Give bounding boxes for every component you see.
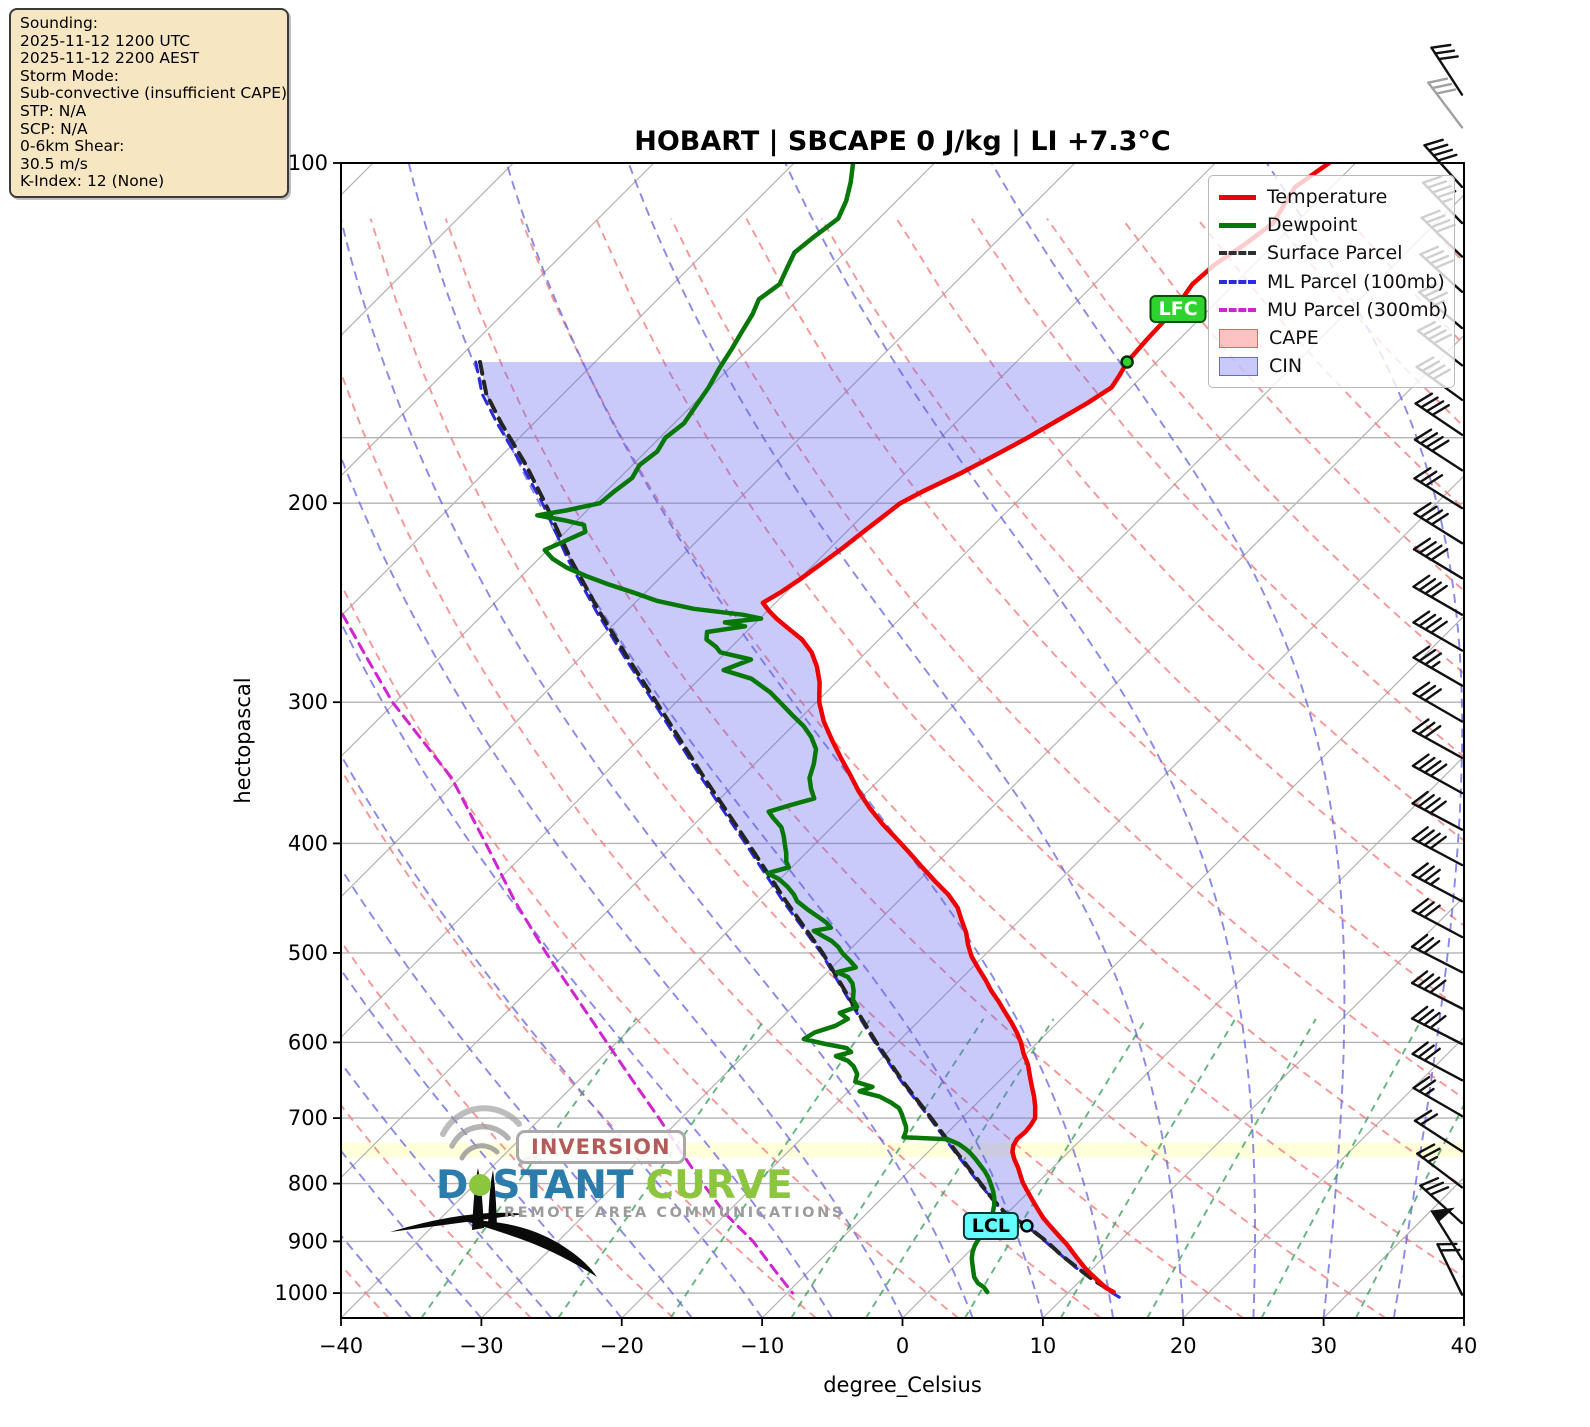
brand-text-left: D bbox=[436, 1163, 469, 1208]
legend-item-surface-parcel: Surface Parcel bbox=[1219, 239, 1444, 267]
svg-text:−20: −20 bbox=[600, 1334, 644, 1358]
legend-label: MU Parcel (300mb) bbox=[1267, 298, 1449, 321]
legend-item-dewpoint: Dewpoint bbox=[1219, 211, 1444, 239]
watermark-brand: D STANT CURVE bbox=[436, 1163, 793, 1208]
info-line: 2025-11-12 2200 AEST bbox=[20, 49, 200, 68]
info-line: 0-6km Shear: bbox=[20, 137, 125, 156]
svg-text:500: 500 bbox=[288, 941, 328, 965]
legend-item-temperature: Temperature bbox=[1219, 183, 1444, 211]
svg-text:20: 20 bbox=[1170, 1334, 1197, 1358]
mu-parcel-line-swatch bbox=[1219, 307, 1256, 312]
svg-text:degree_Celsius: degree_Celsius bbox=[823, 1373, 982, 1398]
legend-item-cape: CAPE bbox=[1219, 324, 1444, 352]
ml-parcel-line-swatch bbox=[1219, 279, 1256, 284]
svg-text:100: 100 bbox=[288, 151, 328, 175]
svg-text:800: 800 bbox=[288, 1172, 328, 1196]
legend-label: CAPE bbox=[1269, 327, 1319, 350]
svg-text:700: 700 bbox=[288, 1106, 328, 1130]
watermark-tagline: REMOTE AREA COMMUNICATIONS bbox=[504, 1205, 845, 1221]
surface-parcel-line-swatch bbox=[1219, 251, 1256, 256]
svg-text:10: 10 bbox=[1030, 1334, 1057, 1358]
info-line: Sub-convective (insufficient CAPE) bbox=[20, 84, 288, 103]
brand-text-mid: STANT bbox=[492, 1163, 634, 1208]
svg-text:30: 30 bbox=[1310, 1334, 1337, 1358]
lfc-marker bbox=[1120, 355, 1134, 369]
watermark-inversion-badge: INVERSION bbox=[516, 1130, 686, 1164]
svg-text:0: 0 bbox=[896, 1334, 909, 1358]
legend-label: CIN bbox=[1269, 355, 1303, 378]
brand-dot-icon bbox=[469, 1174, 492, 1196]
legend-label: Temperature bbox=[1267, 186, 1388, 209]
legend-label: ML Parcel (100mb) bbox=[1267, 270, 1445, 293]
brand-text-right: CURVE bbox=[645, 1163, 793, 1208]
plot-legend: Temperature Dewpoint Surface Parcel ML P… bbox=[1208, 175, 1455, 389]
legend-item-mu-parcel: MU Parcel (300mb) bbox=[1219, 296, 1448, 324]
info-line: 30.5 m/s bbox=[20, 154, 88, 173]
cape-patch-swatch bbox=[1219, 328, 1258, 348]
lcl-label: LCL bbox=[962, 1212, 1019, 1241]
svg-text:hectopascal: hectopascal bbox=[231, 677, 255, 803]
cin-patch-swatch bbox=[1219, 356, 1258, 376]
page-title: HOBART | SBCAPE 0 J/kg | LI +7.3°C bbox=[634, 126, 1171, 157]
svg-text:−10: −10 bbox=[740, 1334, 784, 1358]
info-line: STP: N/A bbox=[20, 101, 87, 120]
sounding-info-box: Sounding: 2025-11-12 1200 UTC 2025-11-12… bbox=[9, 8, 289, 198]
info-line: Sounding: bbox=[20, 14, 98, 32]
legend-item-cin: CIN bbox=[1219, 352, 1444, 380]
info-line: Storm Mode: bbox=[20, 66, 119, 85]
legend-label: Dewpoint bbox=[1267, 214, 1358, 237]
svg-text:900: 900 bbox=[288, 1229, 328, 1253]
info-line: SCP: N/A bbox=[20, 119, 88, 138]
svg-text:600: 600 bbox=[288, 1030, 328, 1054]
info-line: 2025-11-12 1200 UTC bbox=[20, 31, 191, 50]
temperature-line-swatch bbox=[1219, 194, 1256, 200]
legend-item-ml-parcel: ML Parcel (100mb) bbox=[1219, 268, 1445, 296]
svg-text:400: 400 bbox=[288, 831, 328, 855]
svg-text:300: 300 bbox=[288, 690, 328, 714]
svg-text:1000: 1000 bbox=[275, 1281, 328, 1305]
svg-text:40: 40 bbox=[1451, 1334, 1478, 1358]
info-line: K-Index: 12 (None) bbox=[20, 172, 165, 191]
svg-text:200: 200 bbox=[288, 491, 328, 515]
svg-text:−30: −30 bbox=[459, 1334, 503, 1358]
legend-label: Surface Parcel bbox=[1267, 242, 1403, 265]
lcl-marker bbox=[1020, 1219, 1034, 1233]
svg-text:−40: −40 bbox=[319, 1334, 363, 1358]
lfc-label: LFC bbox=[1149, 295, 1207, 323]
dewpoint-line-swatch bbox=[1219, 222, 1256, 228]
logo-bird-icon bbox=[390, 1168, 597, 1277]
